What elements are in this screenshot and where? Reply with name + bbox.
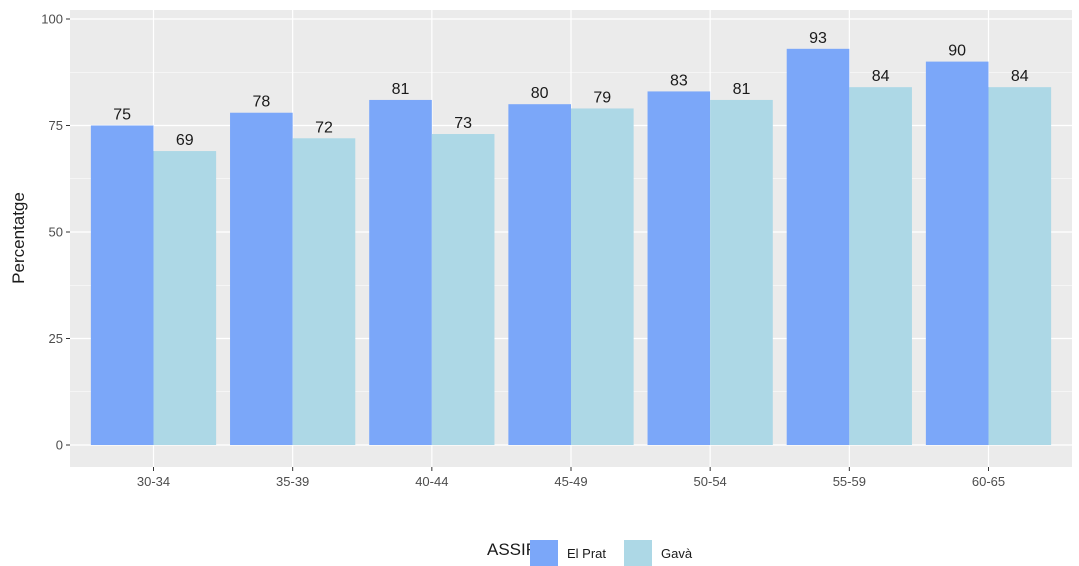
y-tick-label: 75 <box>49 118 63 133</box>
legend: ASSIR El Prat Gavà <box>487 540 693 566</box>
x-tick-label: 30-34 <box>137 474 170 489</box>
x-tick-label: 35-39 <box>276 474 309 489</box>
bar <box>153 151 217 445</box>
bar <box>90 125 154 445</box>
x-axis: 30-34 35-39 40-44 45-49 50-54 55-59 60-65 <box>137 467 1005 489</box>
bar <box>369 99 432 445</box>
legend-key <box>624 540 652 566</box>
legend-key <box>530 540 558 566</box>
y-tick-label: 50 <box>49 225 63 240</box>
bar-value-label: 75 <box>113 107 131 124</box>
bar-value-label: 73 <box>454 115 472 132</box>
bar-value-label: 72 <box>315 119 333 136</box>
bar <box>292 138 356 445</box>
bar-value-label: 84 <box>1011 68 1029 85</box>
bar <box>571 108 634 446</box>
x-tick-label: 60-65 <box>972 474 1005 489</box>
bar <box>849 87 912 445</box>
bar <box>710 99 773 445</box>
bar-value-label: 83 <box>670 72 688 89</box>
bar <box>786 48 850 445</box>
bar-value-label: 81 <box>733 81 751 98</box>
legend-label: El Prat <box>567 546 606 561</box>
y-tick-label: 25 <box>49 331 63 346</box>
x-tick-label: 40-44 <box>415 474 448 489</box>
x-tick-label: 50-54 <box>694 474 727 489</box>
bar-value-label: 79 <box>593 89 611 106</box>
bar-value-label: 84 <box>872 68 890 85</box>
y-axis: 0 25 50 75 100 <box>41 12 70 453</box>
legend-title: ASSIR <box>487 540 538 559</box>
bar <box>988 87 1052 445</box>
bar <box>647 91 711 446</box>
bar <box>508 104 571 445</box>
bar-value-label: 80 <box>531 85 549 102</box>
bar-value-label: 78 <box>252 94 270 111</box>
x-tick-label: 45-49 <box>554 474 587 489</box>
bar-value-label: 90 <box>948 43 966 60</box>
bar-value-label: 69 <box>176 132 194 149</box>
bar <box>230 112 293 445</box>
bar-labels-group: 75 69 78 72 81 73 80 79 83 81 93 84 90 84 <box>113 30 1029 149</box>
bars-group <box>90 48 1052 446</box>
bar-value-label: 81 <box>392 81 410 98</box>
y-tick-label: 0 <box>56 438 63 453</box>
bar <box>925 61 989 445</box>
bar <box>431 134 495 445</box>
y-tick-label: 100 <box>41 12 63 27</box>
legend-label: Gavà <box>661 546 693 561</box>
bar-value-label: 93 <box>809 30 827 47</box>
x-tick-label: 55-59 <box>833 474 866 489</box>
y-axis-title: Percentatge <box>9 192 28 284</box>
